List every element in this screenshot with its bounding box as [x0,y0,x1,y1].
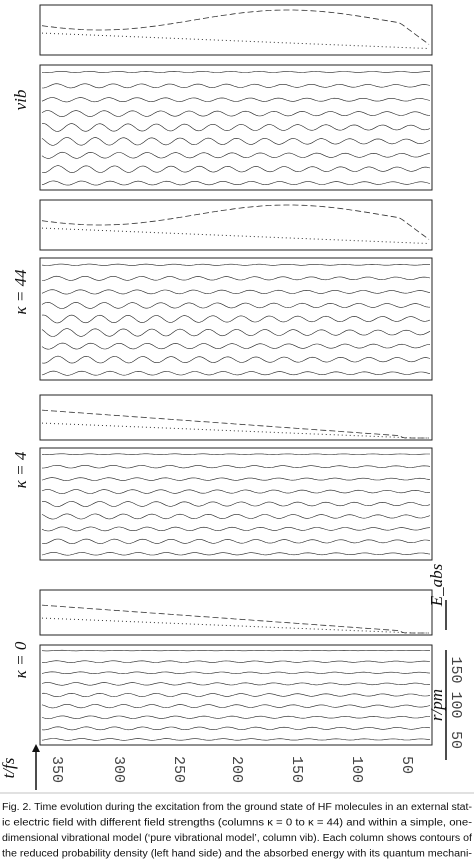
contour [41,180,431,186]
contour [41,123,431,132]
energy-curve [41,409,429,439]
contour [41,649,430,652]
time-tick-label: 350 [48,756,65,783]
time-axis-label: t/fs [0,757,18,778]
time-tick-label: 150 [288,756,305,783]
energy-curve [41,422,429,439]
energy-panel [39,4,433,56]
contour [41,328,431,337]
time-tick-label: 50 [398,756,415,774]
contour [41,692,431,698]
r-tick-label: 100 [447,691,464,718]
contour [41,370,431,376]
energy-axis-label: E_abs [427,563,446,607]
contour [41,70,431,73]
density-panel [39,644,433,746]
contour [41,477,431,481]
energy-curve [41,227,430,245]
contour [41,301,431,309]
density-panel [39,257,433,381]
contour [41,465,431,469]
contour [41,289,431,295]
energy-panel [39,394,433,441]
energy-curve [41,617,429,634]
contour [41,738,431,741]
r-tick-label: 150 [447,656,464,683]
contour [42,501,431,507]
contour [41,342,431,350]
energy-curve [41,9,430,45]
contour [41,704,431,709]
contour [41,97,431,103]
contour [42,660,431,663]
contour [41,552,431,556]
contour [41,682,431,686]
panel-frames [39,4,433,746]
density-panel [39,64,433,191]
contour [41,110,431,118]
panel-label: κ = 44 [11,269,30,315]
contour [41,726,431,731]
caption-line: the reduced probability density (left ha… [2,849,472,860]
contour [41,489,430,494]
time-tick-label: 100 [348,756,365,783]
panel-label: κ = 4 [11,451,30,488]
panel-label: κ = 0 [11,641,30,678]
panel-label: vib [11,90,30,111]
contour [41,263,430,266]
time-tick-label: 200 [228,756,245,783]
energy-panel [39,199,433,251]
caption-line: ic electric field with different field s… [2,818,472,829]
r-axis-label: r/pm [427,689,446,721]
energy-curve [41,604,429,634]
contour [41,355,431,364]
contour [41,137,431,146]
arrow-head [32,744,40,752]
density-panel [39,447,433,561]
contour [41,526,431,532]
caption-line: dimensional vibrational model (‘pure vib… [2,833,472,844]
contour [41,671,431,674]
contour [41,453,430,456]
r-tick-label: 50 [447,731,464,749]
contour [41,538,431,545]
contour [41,513,431,520]
contour [41,165,431,174]
time-tick-label: 300 [110,756,127,783]
time-tick-label: 250 [170,756,187,783]
caption-line: Fig. 2. Time evolution during the excita… [2,802,472,813]
energy-panel [39,589,433,636]
contour [41,275,431,281]
contour [41,314,431,324]
energy-curve [41,32,430,50]
energy-curve [41,204,430,240]
contour [41,715,431,719]
contour [41,83,431,89]
contour [41,151,431,159]
